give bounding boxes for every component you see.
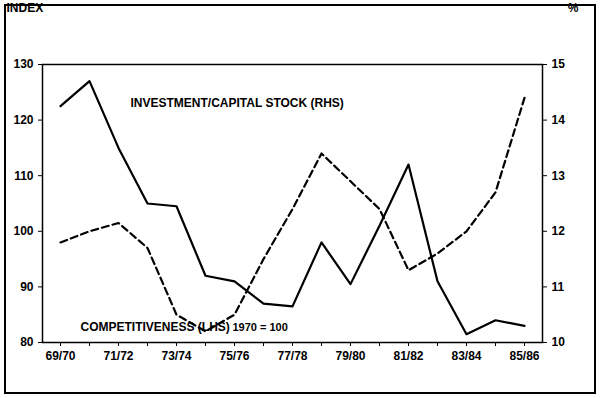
svg-text:100: 100 (13, 224, 33, 238)
svg-text:10: 10 (552, 335, 566, 349)
svg-text:81/82: 81/82 (393, 349, 423, 363)
svg-text:COMPETITIVENESS (LHS): COMPETITIVENESS (LHS) (81, 320, 230, 334)
svg-text:13: 13 (552, 169, 566, 183)
svg-text:73/74: 73/74 (161, 349, 191, 363)
svg-text:83/84: 83/84 (451, 349, 481, 363)
svg-text:1970 = 100: 1970 = 100 (233, 321, 288, 333)
svg-text:110: 110 (14, 169, 34, 183)
svg-text:69/70: 69/70 (45, 349, 75, 363)
svg-text:130: 130 (13, 57, 33, 71)
svg-text:85/86: 85/86 (509, 349, 539, 363)
svg-text:12: 12 (552, 224, 566, 238)
svg-text:75/76: 75/76 (219, 349, 249, 363)
svg-text:79/80: 79/80 (335, 349, 365, 363)
svg-text:120: 120 (13, 113, 33, 127)
svg-text:71/72: 71/72 (103, 349, 133, 363)
svg-text:80: 80 (20, 335, 34, 349)
svg-text:90: 90 (20, 280, 34, 294)
svg-text:11: 11 (552, 280, 565, 294)
svg-text:15: 15 (552, 57, 566, 71)
svg-text:INVESTMENT/CAPITAL STOCK (RHS): INVESTMENT/CAPITAL STOCK (RHS) (131, 96, 344, 110)
svg-text:%: % (568, 1, 579, 15)
svg-text:INDEX: INDEX (7, 1, 44, 15)
svg-text:14: 14 (552, 113, 566, 127)
svg-text:77/78: 77/78 (277, 349, 307, 363)
